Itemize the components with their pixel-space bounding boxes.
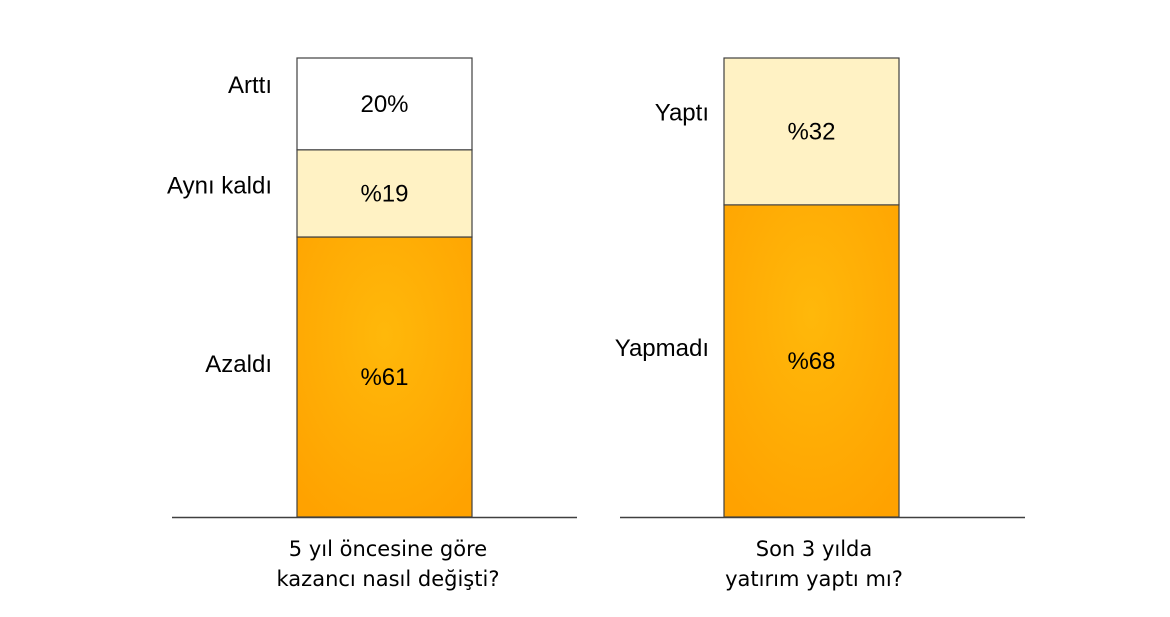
category-label: kazancı nasıl değişti? [277,567,500,591]
legend-label: Aynı kaldı [167,172,272,199]
data-label: %19 [360,180,408,207]
data-label: 20% [360,91,408,118]
data-label: %61 [360,364,408,391]
category-label: Son 3 yılda [756,537,873,561]
data-label: %68 [787,348,835,375]
bar-segment-arttı [296,57,473,151]
legend-label: Yaptı [655,99,709,126]
bar-segment-yaptı [723,57,900,206]
legend-label: Yapmadı [615,335,709,362]
chart-1: %61 Azaldı %19 Aynı kaldı 20% Arttı 5 yıl önce… [167,57,577,591]
bar-segment-yapmadı [723,204,900,518]
category-label: 5 yıl öncesine göre [289,537,487,561]
legend-label: Arttı [228,72,272,99]
bar-segment-aynı-kaldı [296,149,473,238]
category-label: yatırım yaptı mı? [725,567,903,591]
data-label: %32 [787,118,835,145]
legend-label: Azaldı [205,351,272,378]
bar-segment-azaldı [296,236,473,518]
chart-2: %68 Yapmadı %32 Yaptı Son 3 yılda yatırım yap… [615,57,1025,591]
